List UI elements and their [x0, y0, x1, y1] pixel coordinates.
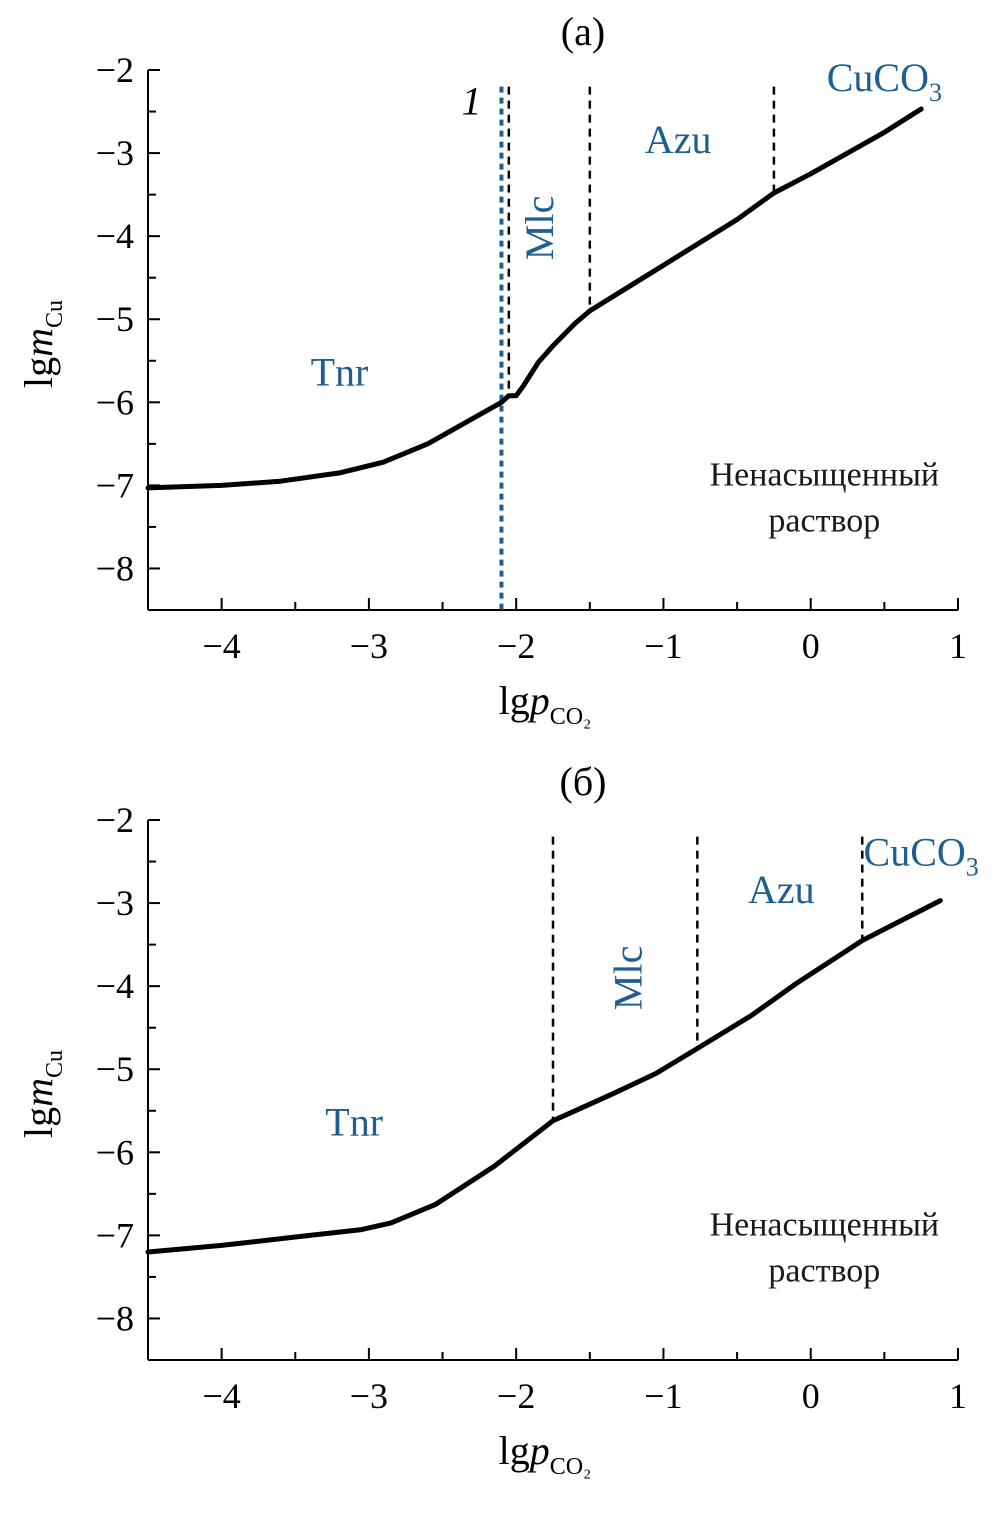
panel-b: (б)−2−3−4−5−6−7−8−4 −3 −2 −1 0 1lgpCO₂lgmCuTn… [16, 759, 979, 1480]
marker-label-1: 1 [461, 79, 481, 124]
y-axis-label-var: m [16, 1078, 61, 1107]
y-tick-label: −7 [96, 1215, 134, 1255]
x-axis-label-prefix: lg [499, 1428, 530, 1473]
x-axis-label: lgpCO₂ [499, 678, 592, 730]
x-tick-label: 1 [949, 626, 967, 666]
region-label-cuco3-main: CuCO [864, 830, 966, 875]
x-axis-label: lgpCO₂ [499, 1428, 592, 1480]
panel-a: (а)−2−3−4−5−6−7−8−4 −3 −2 −1 0 1lgpCO₂lgmCu1T… [16, 9, 967, 730]
unsaturated-note-line: раствор [768, 1252, 880, 1289]
y-axis-label: lgmCu [16, 1050, 68, 1138]
unsaturated-note-line: Ненасыщенный [710, 456, 940, 493]
y-tick-label: −5 [96, 299, 134, 339]
region-label-cuco3: CuCO3 [827, 55, 942, 107]
region-label-tnr: Tnr [325, 1100, 383, 1145]
y-axis-label-sub: Cu [42, 1050, 68, 1078]
x-tick-label: −3 [350, 1376, 388, 1416]
region-label-cuco3-sub: 3 [966, 853, 979, 882]
x-tick-label: −2 [497, 1376, 535, 1416]
region-label-cuco3-main: CuCO [827, 55, 929, 100]
solubility-curve [145, 898, 943, 1255]
y-tick-label: −3 [96, 133, 134, 173]
y-tick-label: −2 [96, 800, 134, 840]
x-tick-label: 0 [802, 1376, 820, 1416]
x-tick-label: −2 [497, 626, 535, 666]
y-tick-label: −7 [96, 465, 134, 505]
x-axis-label-prefix: lg [499, 678, 530, 723]
y-axis-label-prefix: lg [16, 1107, 61, 1138]
unsaturated-note-line: раствор [768, 502, 880, 539]
panel-title: (б) [560, 759, 607, 804]
region-label-azu: Azu [645, 117, 712, 162]
x-tick-label: −4 [202, 1376, 240, 1416]
x-tick-label: −4 [202, 626, 240, 666]
y-tick-label: −6 [96, 382, 134, 422]
region-label-mlc: Mlc [605, 946, 650, 1010]
y-tick-label: −8 [96, 1298, 134, 1338]
y-tick-label: −8 [96, 548, 134, 588]
y-tick-label: −6 [96, 1132, 134, 1172]
x-tick-label: 0 [802, 626, 820, 666]
y-tick-label: −5 [96, 1049, 134, 1089]
y-axis-label-var: m [16, 328, 61, 357]
region-label-mlc: Mlc [517, 196, 562, 260]
x-axis-label-sub: CO₂ [550, 1454, 592, 1480]
region-label-cuco3: CuCO3 [864, 830, 979, 882]
y-axis-label: lgmCu [16, 300, 68, 388]
x-tick-label: 1 [949, 1376, 967, 1416]
x-axis-label-var: p [527, 1428, 550, 1473]
solubility-curve [145, 106, 924, 491]
x-axis-label-sub: CO₂ [550, 704, 592, 730]
unsaturated-note-line: Ненасыщенный [710, 1206, 940, 1243]
region-label-tnr: Tnr [311, 350, 369, 395]
y-tick-label: −2 [96, 50, 134, 90]
x-tick-label: −1 [644, 626, 682, 666]
y-tick-label: −4 [96, 216, 134, 256]
x-tick-label: −1 [644, 1376, 682, 1416]
y-axis-label-prefix: lg [16, 357, 61, 388]
x-tick-label: −3 [350, 626, 388, 666]
y-tick-label: −4 [96, 966, 134, 1006]
region-label-cuco3-sub: 3 [929, 78, 942, 107]
y-tick-label: −3 [96, 883, 134, 923]
panel-title: (а) [561, 9, 605, 54]
y-axis-label-sub: Cu [42, 300, 68, 328]
region-label-azu: Azu [748, 867, 815, 912]
x-axis-label-var: p [527, 678, 550, 723]
